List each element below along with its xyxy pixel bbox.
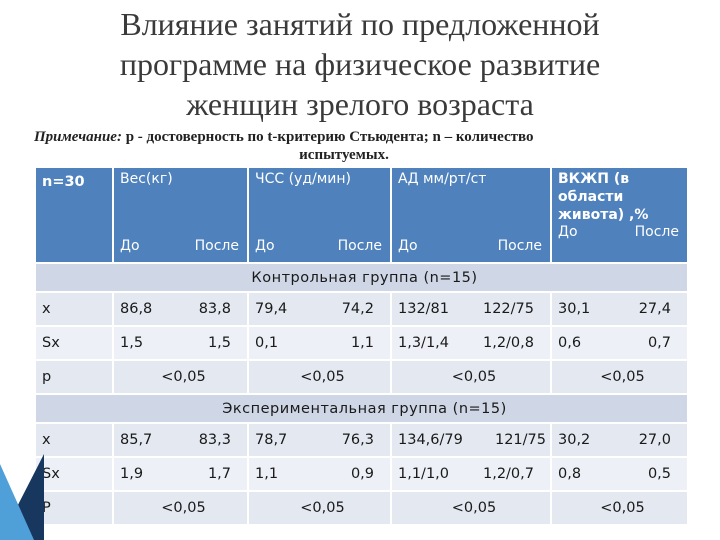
cell: 85,7 xyxy=(120,432,153,448)
p-cell: <0,05 xyxy=(112,359,249,395)
row-label: Sx xyxy=(34,456,114,492)
cell: 1,5 xyxy=(207,335,231,351)
group-label: Экспериментальная группа (n=15) xyxy=(34,393,689,424)
cell: 83,8 xyxy=(198,301,231,317)
cell: 27,4 xyxy=(638,301,671,317)
header-after: После xyxy=(634,224,679,240)
cell: 1,2/0,8 xyxy=(482,335,534,351)
table-row-error: Sx 1,5 1,5 0,1 1,1 1,3/1,4 1,2/0,8 0,6 0,7 xyxy=(34,325,689,361)
title-line: программе на физическое развитие xyxy=(119,46,601,82)
footnote-text: р - достоверность по t-критерию Стьюдент… xyxy=(125,129,534,145)
header-blood-pressure-label: АД мм/рт/ст xyxy=(398,171,487,187)
header-abdominal-fat: ВКЖП (в области живота) ,% До После xyxy=(550,166,689,264)
slide-title: Влияние занятий по предложенной программ… xyxy=(40,4,680,124)
row-label: x xyxy=(34,422,114,458)
row-label: p xyxy=(34,359,114,395)
header-heart-rate: ЧСС (уд/мин) До После xyxy=(247,166,392,264)
cell: 0,5 xyxy=(647,466,671,482)
p-cell: <0,05 xyxy=(550,490,689,526)
header-weight-label: Вес(кг) xyxy=(120,171,173,187)
header-abdominal-fat-label: ВКЖП (в области живота) ,% xyxy=(558,171,649,223)
p-cell: <0,05 xyxy=(247,490,392,526)
p-cell: <0,05 xyxy=(247,359,392,395)
cell: 121/75 xyxy=(494,432,546,448)
group-label: Контрольная группа (n=15) xyxy=(34,262,689,293)
cell: 0,1 xyxy=(255,335,279,351)
header-before: До xyxy=(255,238,275,254)
header-blood-pressure: АД мм/рт/ст До После xyxy=(390,166,552,264)
cell: 1,2/0,7 xyxy=(482,466,534,482)
row-label: x xyxy=(34,291,114,327)
cell: 0,7 xyxy=(647,335,671,351)
footnote-text-continued: испытуемых. xyxy=(299,147,389,163)
p-cell: <0,05 xyxy=(550,359,689,395)
table-row-p-value: p <0,05 <0,05 <0,05 <0,05 xyxy=(34,359,689,395)
cell: 1,9 xyxy=(120,466,144,482)
header-heart-rate-label: ЧСС (уд/мин) xyxy=(255,171,352,187)
header-after: После xyxy=(337,238,382,254)
header-n: n=30 xyxy=(34,166,114,264)
cell: 1,5 xyxy=(120,335,144,351)
cell: 132/81 xyxy=(398,301,450,317)
cell: 1,3/1,4 xyxy=(398,335,450,351)
title-line: женщин зрелого возраста xyxy=(186,86,534,122)
header-before: До xyxy=(120,238,140,254)
cell: 1,1 xyxy=(255,466,279,482)
cell: 30,2 xyxy=(558,432,591,448)
cell: 1,1 xyxy=(350,335,374,351)
header-row: n=30 Вес(кг) До После ЧСС (уд/мин) До Посл… xyxy=(34,166,689,264)
title-line: Влияние занятий по предложенной xyxy=(120,6,600,42)
cell: 0,8 xyxy=(558,466,582,482)
row-label: Sx xyxy=(34,325,114,361)
header-before: До xyxy=(558,224,578,240)
table-row-error: Sx 1,9 1,7 1,1 0,9 1,1/1,0 1,2/0,7 0,8 0,5 xyxy=(34,456,689,492)
group-row-experimental: Экспериментальная группа (n=15) xyxy=(34,393,689,424)
cell: 30,1 xyxy=(558,301,591,317)
cell: 74,2 xyxy=(341,301,374,317)
header-after: После xyxy=(194,238,239,254)
footnote: Примечание: р - достоверность по t-крите… xyxy=(34,128,694,164)
cell: 0,9 xyxy=(350,466,374,482)
cell: 83,3 xyxy=(198,432,231,448)
group-row-control: Контрольная группа (n=15) xyxy=(34,262,689,293)
cell: 1,1/1,0 xyxy=(398,466,450,482)
footnote-label: Примечание: xyxy=(34,129,122,145)
cell: 27,0 xyxy=(638,432,671,448)
results-table: n=30 Вес(кг) До После ЧСС (уд/мин) До Посл… xyxy=(34,166,689,526)
table-row-p-value: P <0,05 <0,05 <0,05 <0,05 xyxy=(34,490,689,526)
cell: 78,7 xyxy=(255,432,288,448)
p-cell: <0,05 xyxy=(112,490,249,526)
cell: 0,6 xyxy=(558,335,582,351)
cell: 122/75 xyxy=(482,301,534,317)
table-row-mean: x 86,8 83,8 79,4 74,2 132/81 122/75 30,1 27,… xyxy=(34,291,689,327)
table-row-mean: x 85,7 83,3 78,7 76,3 134,6/79 121/75 30,2 2… xyxy=(34,422,689,458)
p-cell: <0,05 xyxy=(390,490,552,526)
cell: 86,8 xyxy=(120,301,153,317)
cell: 79,4 xyxy=(255,301,288,317)
cell: 1,7 xyxy=(207,466,231,482)
header-after: После xyxy=(497,238,542,254)
cell: 134,6/79 xyxy=(398,432,463,448)
cell: 76,3 xyxy=(341,432,374,448)
header-before: До xyxy=(398,238,418,254)
row-label: P xyxy=(34,490,114,526)
corner-decoration-light xyxy=(0,464,34,540)
p-cell: <0,05 xyxy=(390,359,552,395)
header-weight: Вес(кг) До После xyxy=(112,166,249,264)
